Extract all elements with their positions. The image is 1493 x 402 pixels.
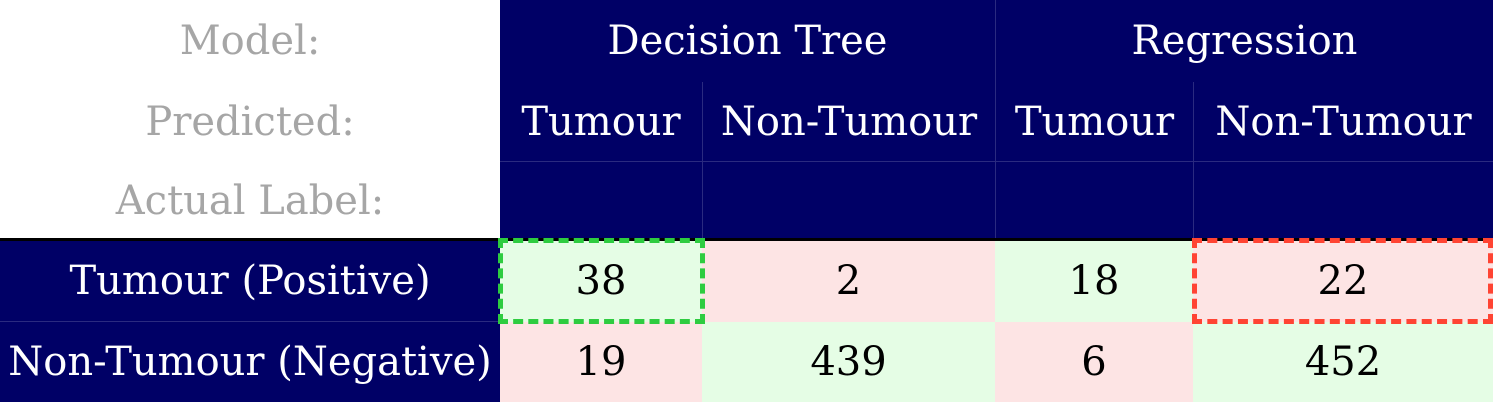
cell-dt-tn: 439	[702, 322, 995, 402]
header-blank	[1193, 162, 1493, 240]
row-label-negative: Non-Tumour (Negative)	[0, 322, 500, 402]
cell-reg-tp: 18	[995, 240, 1193, 322]
predicted-header: Non-Tumour	[702, 82, 995, 162]
actual-label: Actual Label:	[115, 178, 385, 224]
highlight-bad-box	[1192, 238, 1493, 324]
cell-dt-fn: 2	[702, 240, 995, 322]
cell-reg-fn: 22	[1193, 240, 1493, 322]
header-blank	[500, 162, 702, 240]
header-blank	[702, 162, 995, 240]
header-divider	[0, 238, 1493, 241]
predicted-header: Tumour	[500, 82, 702, 162]
predicted-label: Predicted:	[145, 99, 355, 145]
cell-reg-tn: 452	[1193, 322, 1493, 402]
highlight-good-box	[498, 238, 705, 324]
predicted-header: Tumour	[995, 82, 1193, 162]
cell-dt-fp: 19	[500, 322, 702, 402]
model-label: Model:	[179, 18, 321, 64]
model-header-decision-tree: Decision Tree	[500, 0, 995, 82]
header-blank	[995, 162, 1193, 240]
row-label-positive: Tumour (Positive)	[0, 240, 500, 322]
cell-reg-fp: 6	[995, 322, 1193, 402]
model-header-regression: Regression	[995, 0, 1493, 82]
predicted-header: Non-Tumour	[1193, 82, 1493, 162]
cell-dt-tp: 38	[500, 240, 702, 322]
